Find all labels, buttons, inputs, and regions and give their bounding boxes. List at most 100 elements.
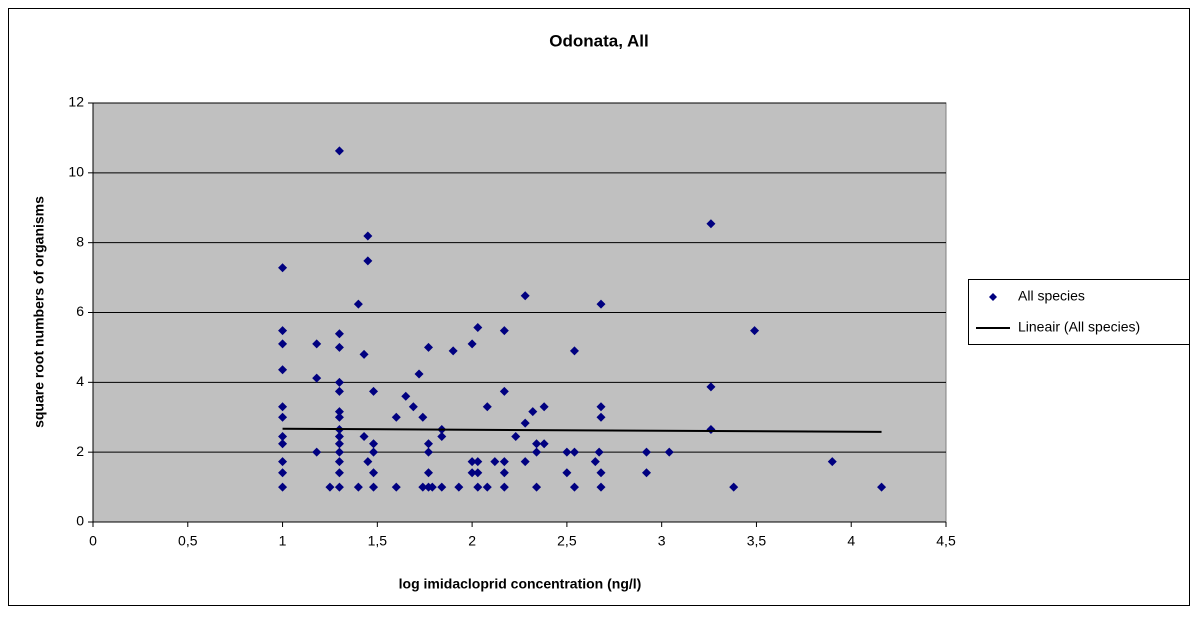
data-point [596,468,606,478]
x-tick-label: 0 [89,533,97,549]
data-point [473,482,483,492]
data-point [363,231,373,241]
data-point [334,386,344,396]
data-point [278,482,288,492]
data-point [418,482,428,492]
data-point [827,457,837,467]
legend-marker [989,293,997,301]
data-point [596,299,606,309]
data-point [325,482,335,492]
data-point [363,256,373,266]
data-point [408,402,418,412]
data-point [369,482,379,492]
data-point [448,346,458,356]
data-point [369,468,379,478]
data-point [482,482,492,492]
data-point [278,326,288,336]
data-point [569,447,579,457]
data-point [473,468,483,478]
data-point [424,468,434,478]
x-tick-label: 1,5 [368,533,388,549]
data-point [877,482,887,492]
y-tick-label: 12 [68,94,84,110]
data-point [334,146,344,156]
data-point [312,373,322,383]
data-point [359,431,369,441]
data-point [359,349,369,359]
data-point [334,329,344,339]
data-point [499,468,509,478]
data-point [467,457,477,467]
data-point [369,439,379,449]
data-point [562,468,572,478]
x-tick-label: 0,5 [178,533,198,549]
legend [968,279,1190,345]
data-point [334,447,344,457]
x-tick-label: 3,5 [747,533,767,549]
data-point [569,346,579,356]
data-point [312,339,322,349]
data-point [473,457,483,467]
y-tick-label: 0 [76,513,84,529]
data-point [334,407,344,417]
data-point [499,386,509,396]
data-point [511,431,521,441]
data-point [532,439,542,449]
data-point [334,482,344,492]
x-tick-label: 1 [279,533,287,549]
data-point [532,447,542,457]
y-axis-label: square root numbers of organisms [31,196,47,428]
data-point [482,402,492,412]
data-point [569,482,579,492]
data-point [467,339,477,349]
data-point [401,391,411,401]
data-point [414,369,424,379]
data-point [278,468,288,478]
data-point [729,482,739,492]
data-point [454,482,464,492]
data-point [706,382,716,392]
data-point [596,482,606,492]
trendline [282,427,882,433]
x-tick-label: 4 [847,533,855,549]
data-point [539,402,549,412]
data-point [278,365,288,375]
data-point [437,431,447,441]
y-tick-label: 6 [76,303,84,319]
data-point [594,447,604,457]
data-point [278,339,288,349]
data-point [473,323,483,333]
data-point [424,342,434,352]
data-point [499,482,509,492]
data-point [490,457,500,467]
data-point [334,439,344,449]
data-point [334,342,344,352]
data-point [437,482,447,492]
data-point [520,457,530,467]
y-tick-label: 2 [76,443,84,459]
data-point [334,431,344,441]
x-tick-label: 4,5 [936,533,956,549]
data-point [590,457,600,467]
data-point [278,402,288,412]
x-tick-label: 3 [658,533,666,549]
legend-label: Lineair (All species) [1018,319,1140,335]
data-point [427,482,437,492]
data-point [391,412,401,422]
data-point [363,457,373,467]
data-point [353,482,363,492]
data-point [596,402,606,412]
data-point [278,457,288,467]
data-point [278,263,288,273]
data-point [520,291,530,301]
data-point [312,447,322,457]
y-tick-label: 10 [68,164,84,180]
data-point [334,377,344,387]
data-point [369,447,379,457]
data-point [334,412,344,422]
data-point [278,431,288,441]
data-point [369,386,379,396]
data-point [520,418,530,428]
data-point [424,447,434,457]
